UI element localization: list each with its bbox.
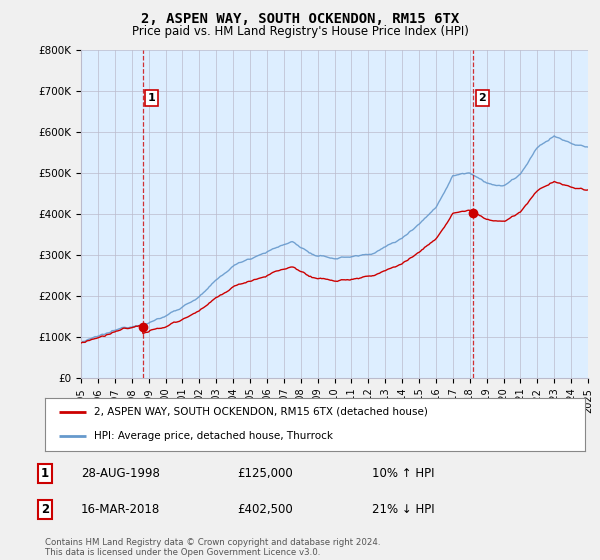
Text: HPI: Average price, detached house, Thurrock: HPI: Average price, detached house, Thur…	[94, 431, 332, 441]
Text: 2: 2	[41, 503, 49, 516]
Text: 28-AUG-1998: 28-AUG-1998	[81, 466, 160, 480]
Text: £402,500: £402,500	[237, 503, 293, 516]
Text: Price paid vs. HM Land Registry's House Price Index (HPI): Price paid vs. HM Land Registry's House …	[131, 25, 469, 38]
Text: Contains HM Land Registry data © Crown copyright and database right 2024.
This d: Contains HM Land Registry data © Crown c…	[45, 538, 380, 557]
Text: 2: 2	[478, 93, 486, 103]
Text: 2, ASPEN WAY, SOUTH OCKENDON, RM15 6TX: 2, ASPEN WAY, SOUTH OCKENDON, RM15 6TX	[141, 12, 459, 26]
Text: 2, ASPEN WAY, SOUTH OCKENDON, RM15 6TX (detached house): 2, ASPEN WAY, SOUTH OCKENDON, RM15 6TX (…	[94, 407, 427, 417]
Text: 21% ↓ HPI: 21% ↓ HPI	[372, 503, 434, 516]
Text: 16-MAR-2018: 16-MAR-2018	[81, 503, 160, 516]
Text: 10% ↑ HPI: 10% ↑ HPI	[372, 466, 434, 480]
Text: 1: 1	[148, 93, 155, 103]
Text: 1: 1	[41, 466, 49, 480]
Text: £125,000: £125,000	[237, 466, 293, 480]
